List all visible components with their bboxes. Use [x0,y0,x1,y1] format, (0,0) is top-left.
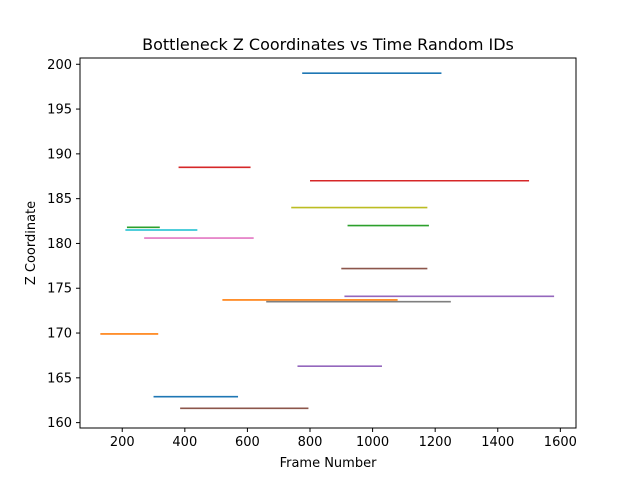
x-axis: 200 400 600 800 1000 1200 1400 1600 [110,428,577,450]
x-tick-label-5: 1200 [419,435,452,450]
y-axis: 160 165 170 175 180 185 190 195 200 [47,58,80,431]
y-tick-label-5: 185 [47,192,72,207]
y-tick-label-3: 175 [47,282,72,297]
series-layer [100,72,555,410]
x-axis-label: Frame Number [280,456,378,471]
y-tick-label-6: 190 [47,147,72,162]
chart-title: Bottleneck Z Coordinates vs Time Random … [142,35,514,54]
x-tick-label-2: 600 [235,435,260,450]
y-tick-label-4: 180 [47,237,72,252]
y-tick-label-0: 160 [47,416,72,431]
x-tick-label-6: 1400 [481,435,514,450]
y-tick-label-7: 195 [47,103,72,118]
x-tick-label-1: 400 [172,435,197,450]
y-tick-label-8: 200 [47,58,72,73]
y-tick-label-1: 165 [47,371,72,386]
x-tick-label-3: 800 [298,435,323,450]
y-axis-label: Z Coordinate [24,201,39,285]
x-tick-label-0: 200 [110,435,135,450]
x-tick-label-4: 1000 [356,435,389,450]
x-tick-label-7: 1600 [544,435,577,450]
y-tick-label-2: 170 [47,327,72,342]
